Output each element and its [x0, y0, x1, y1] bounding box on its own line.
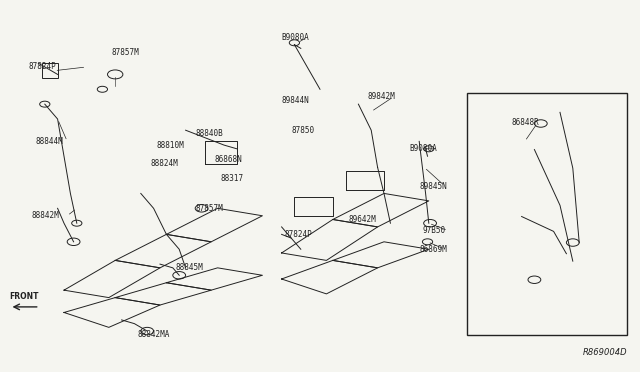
Text: 89642M: 89642M [349, 215, 376, 224]
Text: 89844N: 89844N [282, 96, 309, 105]
Text: 89842M: 89842M [368, 92, 396, 101]
Text: FRONT: FRONT [10, 292, 39, 301]
Text: 87857M: 87857M [112, 48, 140, 57]
Text: B9080A: B9080A [282, 33, 309, 42]
Text: B9080A: B9080A [410, 144, 437, 153]
Text: 88317: 88317 [221, 174, 244, 183]
Text: 87824P: 87824P [285, 230, 312, 239]
Text: 87850: 87850 [291, 126, 314, 135]
Text: 88842MA: 88842MA [138, 330, 170, 339]
Text: 87857M: 87857M [195, 204, 223, 213]
Text: R869004D: R869004D [582, 348, 627, 357]
Text: 88824M: 88824M [150, 159, 178, 168]
Text: 88810M: 88810M [157, 141, 184, 150]
Bar [467, 93, 627, 335]
Text: 97B50: 97B50 [422, 226, 445, 235]
Text: 88844M: 88844M [35, 137, 63, 146]
Text: 86869M: 86869M [419, 245, 447, 254]
Text: 86868N: 86868N [214, 155, 242, 164]
Text: 87824P: 87824P [29, 62, 56, 71]
Text: 88842M: 88842M [32, 211, 60, 220]
Bar [42, 63, 58, 78]
Text: 88845M: 88845M [176, 263, 204, 272]
Text: 88840B: 88840B [195, 129, 223, 138]
Text: 89845N: 89845N [419, 182, 447, 190]
Text: 86848R: 86848R [512, 118, 540, 127]
